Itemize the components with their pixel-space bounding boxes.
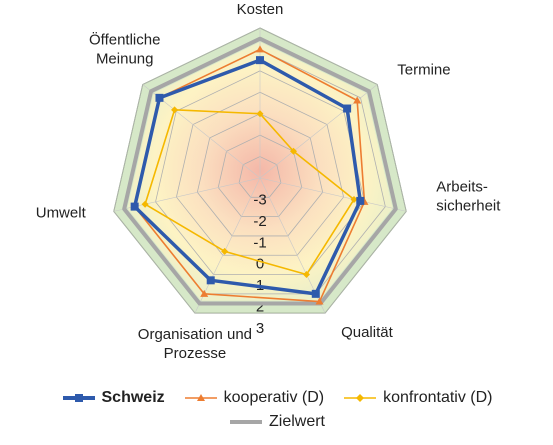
tick-label: -2 <box>253 213 266 230</box>
axis-label: Öffentliche Meinung <box>89 30 160 67</box>
grid-ring <box>217 134 303 218</box>
data-point <box>221 247 229 255</box>
axis-label: Qualität <box>341 324 394 341</box>
data-point <box>302 271 310 279</box>
data-point <box>256 56 264 65</box>
series-line <box>144 109 355 276</box>
legend-item-zielwert: Zielwert <box>228 413 325 431</box>
axis-label: Umwelt <box>36 204 87 221</box>
data-point <box>290 147 298 155</box>
data-point <box>311 289 320 298</box>
grid-ring <box>176 91 344 256</box>
legend-label-kooperativ: kooperativ (D) <box>223 389 325 406</box>
data-point <box>171 106 179 114</box>
data-point <box>356 196 365 205</box>
data-point <box>141 200 149 208</box>
axis-labels: Kosten Termine Arbeits-sicherheit Qualität O… <box>36 1 502 362</box>
axis-label: Organisation und Prozesse <box>138 326 252 362</box>
legend-marker-triangle-icon <box>184 394 217 401</box>
grid-ring <box>113 27 407 314</box>
axis-label: Termine <box>397 61 450 78</box>
legend-label-schweiz: Schweiz <box>101 389 165 406</box>
data-point <box>200 289 209 297</box>
tick-label: -3 <box>253 191 266 208</box>
legend-item-schweiz: Schweiz <box>61 389 165 407</box>
grid-ring <box>238 156 282 198</box>
tick-label: 0 <box>256 256 264 273</box>
tick-label: 2 <box>256 299 264 316</box>
series-layer <box>122 36 398 306</box>
data-point <box>130 202 139 211</box>
axis-label: Arbeits-sicherheit <box>436 178 501 214</box>
legend-item-konfrontativ: konfrontativ (D) <box>342 389 493 407</box>
grid-ring <box>155 70 365 275</box>
series-line <box>122 36 398 306</box>
axis-label: Kosten <box>237 1 284 18</box>
data-point <box>315 297 324 305</box>
legend-marker-square-icon <box>62 394 95 402</box>
legend-label-konfrontativ: konfrontativ (D) <box>383 389 493 406</box>
legend-marker-line-icon <box>229 420 262 424</box>
legend-label-zielwert: Zielwert <box>268 413 325 430</box>
legend-row-1: Schweiz kooperativ (D) konfrontativ (D) <box>0 386 553 410</box>
grid-spoke <box>194 177 261 314</box>
series-zielwert <box>122 36 398 306</box>
legend-row-2: Zielwert <box>0 410 553 434</box>
series-line <box>132 58 363 296</box>
legend-item-kooperativ: kooperativ (D) <box>183 389 324 407</box>
grid-ring <box>196 113 324 237</box>
data-point <box>206 276 215 285</box>
series-schweiz <box>130 56 365 298</box>
tick-label: 3 <box>256 320 264 337</box>
legend-marker-diamond-icon <box>344 394 377 402</box>
data-point <box>353 96 362 104</box>
data-point <box>155 93 164 102</box>
data-point <box>343 104 352 113</box>
tick-label: -1 <box>253 234 266 251</box>
series-konfrontativ-d- <box>141 106 358 279</box>
data-point <box>350 195 358 203</box>
legend: Schweiz kooperativ (D) konfrontativ (D) … <box>0 386 553 434</box>
data-point <box>256 45 264 53</box>
data-point <box>256 110 264 118</box>
grid-spoke <box>259 177 407 212</box>
